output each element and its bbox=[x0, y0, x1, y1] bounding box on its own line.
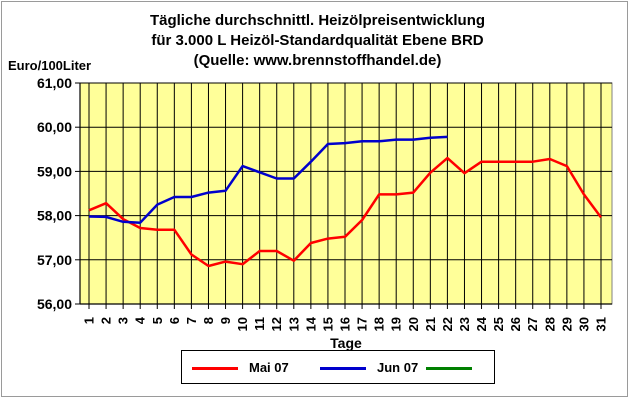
x-tick-label: 20 bbox=[406, 317, 421, 331]
y-tick-label: 61,00 bbox=[37, 75, 72, 91]
x-tick-label: 10 bbox=[235, 317, 250, 331]
x-tick-label: 8 bbox=[201, 317, 216, 324]
x-tick-label: 11 bbox=[252, 317, 267, 331]
x-axis-label: Tage bbox=[330, 335, 362, 351]
x-tick-label: 13 bbox=[286, 317, 301, 331]
chart-source: (Quelle: www.brennstoffhandel.de) bbox=[193, 52, 442, 69]
legend-swatch-third bbox=[426, 367, 472, 370]
x-tick-label: 3 bbox=[116, 317, 131, 324]
x-tick-label: 7 bbox=[184, 317, 199, 324]
x-tick-label: 30 bbox=[576, 317, 591, 331]
x-tick-label: 18 bbox=[372, 317, 387, 331]
x-tick-label: 4 bbox=[133, 316, 148, 324]
x-tick-label: 16 bbox=[338, 317, 353, 331]
x-tick-label: 31 bbox=[594, 317, 609, 331]
x-tick-label: 6 bbox=[167, 317, 182, 324]
x-tick-label: 12 bbox=[269, 317, 284, 331]
legend-label-mai: Mai 07 bbox=[249, 360, 289, 375]
legend-swatch-mai bbox=[192, 367, 238, 370]
x-tick-label: 26 bbox=[508, 317, 523, 331]
x-tick-label: 1 bbox=[82, 317, 97, 324]
y-tick-label: 58,00 bbox=[37, 208, 72, 224]
x-tick-label: 24 bbox=[474, 316, 489, 331]
y-tick-label: 60,00 bbox=[37, 119, 72, 135]
y-tick-label: 57,00 bbox=[37, 252, 72, 268]
x-tick-label: 5 bbox=[150, 317, 165, 324]
x-tick-label: 21 bbox=[423, 317, 438, 331]
series-line-2 bbox=[88, 135, 448, 224]
x-tick-label: 28 bbox=[542, 317, 557, 331]
y-tick-label: 56,00 bbox=[37, 296, 72, 312]
x-tick-label: 17 bbox=[355, 317, 370, 331]
legend-label-jun: Jun 07 bbox=[377, 360, 419, 375]
x-tick-label: 23 bbox=[457, 317, 472, 331]
legend-swatch-jun bbox=[320, 367, 366, 370]
x-tick-label: 15 bbox=[320, 317, 335, 331]
x-tick-label: 9 bbox=[218, 317, 233, 324]
x-tick-label: 29 bbox=[559, 317, 574, 331]
plot-area bbox=[79, 82, 613, 305]
legend: Mai 07 Jun 07 bbox=[181, 350, 495, 384]
y-tick-label: 59,00 bbox=[37, 163, 72, 179]
x-tick-label: 27 bbox=[525, 317, 540, 331]
x-tick-label: 22 bbox=[440, 317, 455, 331]
chart-title: Tägliche durchschnittl. Heizölpreisentwi… bbox=[149, 12, 486, 29]
chart-subtitle: für 3.000 L Heizöl-Standardqualität Eben… bbox=[151, 32, 484, 49]
x-tick-label: 19 bbox=[389, 317, 404, 331]
x-tick-label: 2 bbox=[99, 317, 114, 324]
series-line-1 bbox=[88, 156, 603, 268]
x-tick-label: 25 bbox=[491, 317, 506, 331]
x-tick-label: 14 bbox=[303, 316, 318, 331]
y-axis-label: Euro/100Liter bbox=[8, 58, 91, 73]
